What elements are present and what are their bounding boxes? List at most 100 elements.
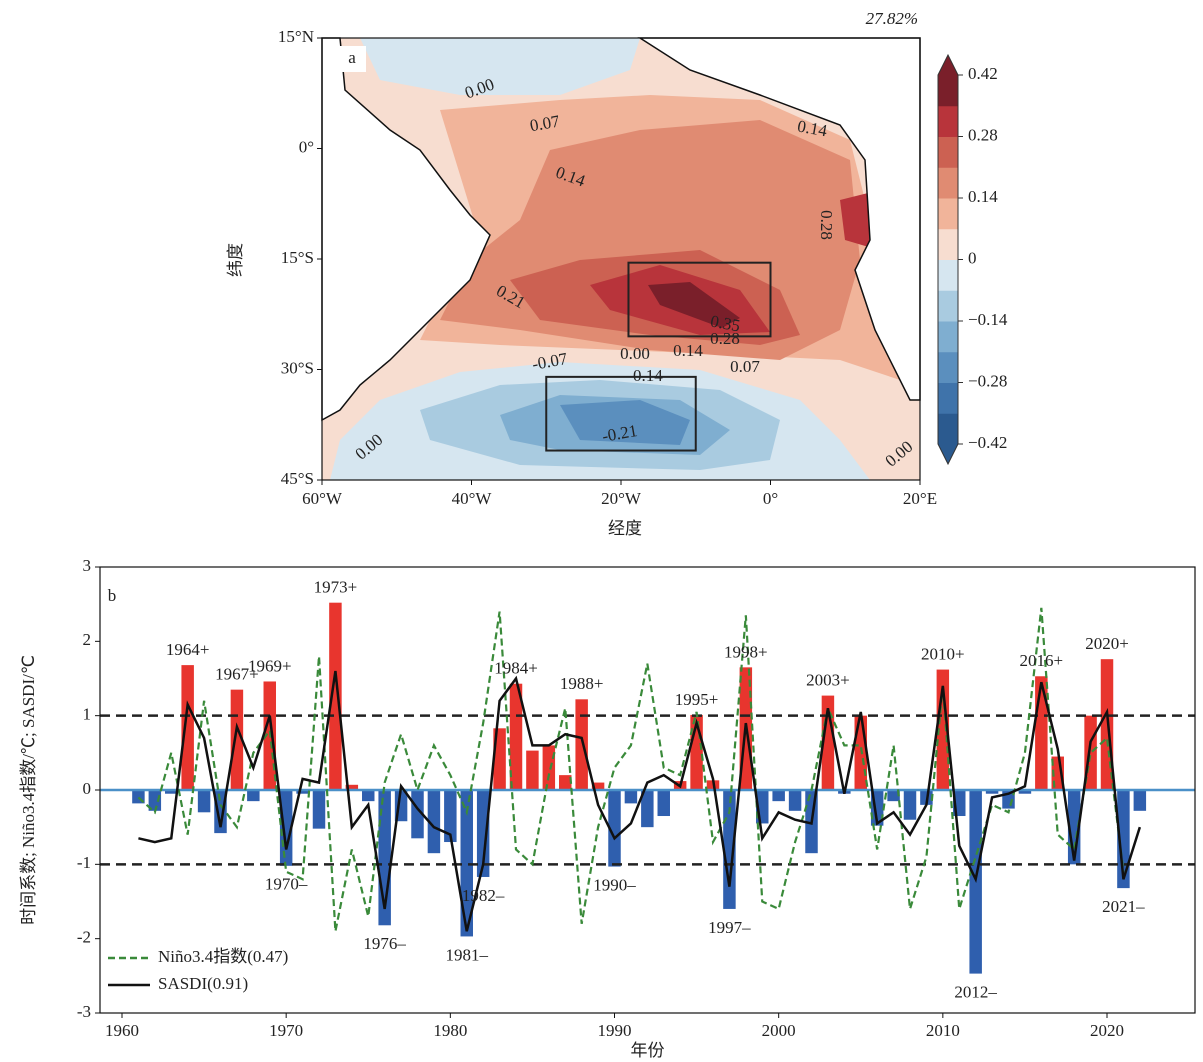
bar bbox=[657, 790, 670, 817]
bar bbox=[608, 790, 621, 867]
contour-label: 0.00 bbox=[620, 344, 650, 363]
colorbar-band bbox=[938, 259, 958, 291]
bar bbox=[148, 790, 162, 811]
region-box bbox=[545, 375, 697, 452]
annotation: 1967+ bbox=[215, 665, 259, 684]
bar bbox=[197, 790, 211, 813]
annotation: 2010+ bbox=[921, 644, 965, 663]
contour-band bbox=[560, 400, 690, 445]
contour-label: 0.07 bbox=[528, 111, 561, 135]
bar bbox=[296, 790, 309, 794]
annotation: 1995+ bbox=[675, 690, 719, 709]
annotation: 2012– bbox=[954, 983, 997, 1002]
bar bbox=[509, 683, 523, 790]
annotation: 1981– bbox=[446, 945, 489, 964]
contour-label: -0.14 bbox=[627, 366, 663, 385]
colorbar-band bbox=[938, 198, 958, 230]
colorbar-extend bbox=[938, 55, 958, 75]
contour-label: 0.07 bbox=[730, 357, 760, 376]
y-axis-label: 纬度 bbox=[226, 243, 245, 277]
bar bbox=[591, 782, 605, 790]
annotation: 2020+ bbox=[1085, 634, 1129, 653]
y-tick-label: 3 bbox=[83, 556, 92, 575]
bar bbox=[312, 790, 326, 829]
annotation: 1964+ bbox=[166, 640, 210, 659]
annotation: 1973+ bbox=[314, 578, 358, 597]
bar bbox=[444, 790, 457, 843]
annotation: 2003+ bbox=[806, 671, 850, 690]
colorbar-tick-label: −0.42 bbox=[968, 433, 1007, 452]
colorbar-band bbox=[938, 382, 958, 414]
colorbar-tick-label: 0.14 bbox=[968, 187, 998, 206]
annotation: 2016+ bbox=[1020, 651, 1064, 670]
colorbar-band bbox=[938, 228, 958, 260]
x-tick-label: 2020 bbox=[1090, 1021, 1124, 1040]
y-tick-label: 0° bbox=[299, 137, 314, 156]
bar bbox=[1018, 790, 1032, 794]
bar bbox=[641, 790, 654, 828]
colorbar-tick-label: −0.14 bbox=[968, 310, 1008, 329]
x-tick-label: 2010 bbox=[926, 1021, 960, 1040]
bar bbox=[575, 699, 588, 790]
colorbar-extend bbox=[938, 444, 958, 464]
annotation: 1969+ bbox=[248, 656, 292, 675]
annotation: 1970– bbox=[265, 875, 308, 894]
x-tick-label: 1980 bbox=[433, 1021, 467, 1040]
panel-label-box bbox=[338, 46, 366, 72]
colorbar-tick-label: −0.28 bbox=[968, 371, 1007, 390]
bar bbox=[165, 790, 178, 794]
legend-label: Niño3.4指数(0.47) bbox=[158, 947, 288, 966]
contour-label: 0.35 bbox=[709, 311, 742, 335]
colorbar-band bbox=[938, 413, 958, 445]
bar bbox=[345, 784, 359, 790]
bar bbox=[772, 790, 785, 802]
bar bbox=[903, 790, 917, 820]
x-tick-label: 1990 bbox=[598, 1021, 632, 1040]
y-tick-label: 2 bbox=[83, 630, 92, 649]
y-tick-label: 0 bbox=[83, 779, 92, 798]
bar bbox=[476, 790, 490, 877]
x-tick-label: 60°W bbox=[302, 489, 343, 508]
contour-band bbox=[360, 38, 640, 95]
y-tick-label: -2 bbox=[77, 928, 91, 947]
colorbar-tick-label: 0 bbox=[968, 248, 977, 267]
colorbar-tick-label: 0.42 bbox=[968, 64, 998, 83]
colorbar-band bbox=[938, 167, 958, 199]
land bbox=[321, 37, 491, 422]
annotation: 1988+ bbox=[560, 674, 604, 693]
x-tick-label: 20°E bbox=[903, 489, 937, 508]
bar bbox=[1035, 676, 1048, 790]
bar bbox=[542, 745, 556, 790]
colorbar-band bbox=[938, 105, 958, 137]
bar bbox=[1133, 790, 1147, 811]
annotation: 1976– bbox=[363, 934, 406, 953]
bar bbox=[854, 715, 867, 790]
annotation: 1982– bbox=[462, 886, 505, 905]
bar bbox=[887, 790, 900, 802]
colorbar-band bbox=[938, 290, 958, 322]
colorbar-band bbox=[938, 351, 958, 383]
contour-label: 0.28 bbox=[817, 210, 836, 240]
annotation: 1998+ bbox=[724, 642, 768, 661]
colorbar-band bbox=[938, 136, 958, 168]
map-background bbox=[321, 37, 921, 481]
legend-label: SASDI(0.91) bbox=[158, 974, 248, 993]
x-tick-label: 20°W bbox=[601, 489, 642, 508]
y-tick-label: -3 bbox=[77, 1002, 91, 1021]
bar bbox=[559, 775, 572, 790]
y-tick-label: -1 bbox=[77, 853, 91, 872]
contour-band bbox=[840, 192, 872, 248]
contour-label: 0.28 bbox=[710, 329, 740, 348]
x-tick-label: 1960 bbox=[105, 1021, 139, 1040]
contour-label: 0.14 bbox=[673, 341, 703, 360]
x-axis-label: 年份 bbox=[631, 1041, 665, 1060]
series-line bbox=[137, 607, 1125, 932]
panel-label: b bbox=[108, 586, 117, 605]
y-tick-label: 45°S bbox=[281, 469, 314, 488]
colorbar-tick-label: 0.28 bbox=[968, 125, 998, 144]
x-tick-label: 1970 bbox=[269, 1021, 303, 1040]
panel-label: a bbox=[348, 48, 356, 67]
x-tick-label: 2000 bbox=[762, 1021, 796, 1040]
bar bbox=[985, 790, 999, 794]
region-box bbox=[627, 261, 772, 338]
